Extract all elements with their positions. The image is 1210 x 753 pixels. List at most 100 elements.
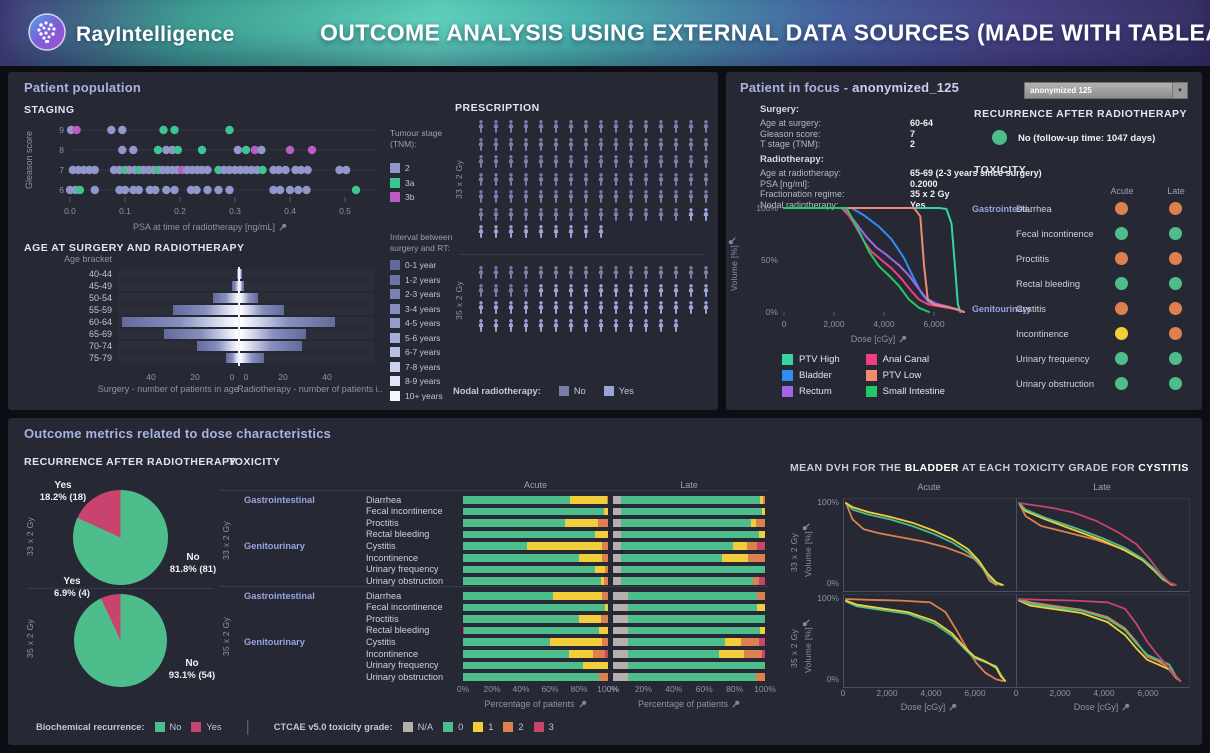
legend-item[interactable]: 7-8 years (390, 361, 454, 372)
scatter-point[interactable] (335, 165, 344, 175)
acute-bar[interactable] (463, 519, 608, 527)
person-icon[interactable] (537, 283, 545, 297)
person-icon[interactable] (702, 266, 710, 279)
bar-segment-g0[interactable] (463, 615, 579, 623)
person-icon[interactable] (657, 283, 665, 297)
scatter-point[interactable] (214, 185, 223, 195)
late-bar[interactable] (613, 542, 765, 550)
surgery-bar[interactable] (232, 281, 239, 291)
person-icon[interactable] (507, 137, 515, 151)
scatter-point[interactable] (281, 165, 290, 175)
bar-segment-g2[interactable] (602, 592, 608, 600)
person-icon[interactable] (522, 155, 530, 168)
bar-segment-g2[interactable] (748, 554, 765, 562)
person-icon[interactable] (597, 207, 605, 221)
person-icon[interactable] (567, 225, 575, 238)
bar-segment-g2[interactable] (602, 638, 608, 646)
person-icon[interactable] (552, 155, 560, 168)
scatter-point[interactable] (233, 145, 242, 155)
person-icon[interactable] (552, 172, 560, 186)
bar-segment-g1[interactable] (579, 554, 603, 562)
grade-g1-curve[interactable] (1018, 502, 1175, 586)
acute-grade-dot[interactable] (1115, 302, 1128, 315)
radiotherapy-bar[interactable] (240, 305, 284, 315)
radiotherapy-bar[interactable] (240, 293, 258, 303)
person-icon[interactable] (672, 137, 680, 151)
person-icon[interactable] (627, 120, 635, 133)
pin-slot[interactable] (727, 237, 737, 245)
person-icon[interactable] (537, 318, 545, 332)
person-icon[interactable] (537, 137, 545, 151)
legend-item[interactable]: 2 (503, 722, 524, 732)
bar-segment-g2[interactable] (740, 638, 759, 646)
acute-bar[interactable] (463, 638, 608, 646)
acute-grade-dot[interactable] (1115, 202, 1128, 215)
bar-segment-g2[interactable] (606, 496, 608, 504)
person-icon[interactable] (522, 225, 530, 238)
acute-bar[interactable] (463, 565, 608, 574)
scatter-point[interactable] (203, 185, 212, 195)
person-icon[interactable] (537, 190, 545, 203)
legend-item[interactable]: 1 (473, 722, 493, 732)
scatter-point[interactable] (90, 165, 100, 175)
late-bar[interactable] (613, 554, 765, 562)
bar-segment-g2[interactable] (597, 519, 608, 527)
pin-slot[interactable] (949, 703, 957, 713)
pin-icon[interactable] (728, 237, 736, 245)
person-icon[interactable] (582, 301, 590, 314)
person-icon[interactable] (567, 207, 575, 221)
radiotherapy-bar[interactable] (240, 353, 265, 363)
scatter-point[interactable] (341, 165, 351, 175)
person-icon[interactable] (477, 137, 485, 151)
bar-segment-g1[interactable] (594, 530, 608, 539)
scatter-point[interactable] (90, 185, 100, 195)
person-icon[interactable] (657, 190, 665, 203)
bar-segment-g0[interactable] (463, 496, 571, 504)
grade-g2-curve[interactable] (1018, 502, 1173, 586)
legend-item[interactable]: 10+ years (390, 390, 454, 401)
person-icon[interactable] (477, 266, 485, 279)
radiotherapy-bar[interactable] (240, 329, 306, 339)
person-icon[interactable] (492, 172, 500, 186)
scatter-point[interactable] (151, 185, 160, 195)
person-icon[interactable] (477, 120, 485, 133)
scatter-point[interactable] (225, 125, 234, 135)
recurrence-pie-35x2gy[interactable] (74, 594, 167, 687)
person-icon[interactable] (657, 120, 665, 133)
surgery-bar[interactable] (236, 269, 239, 279)
recurrence-pie-33x2gy[interactable] (73, 490, 168, 585)
bar-segment-g0[interactable] (620, 530, 759, 539)
bar-segment-g1[interactable] (594, 565, 606, 574)
person-icon[interactable] (687, 266, 695, 279)
bar-segment-g1[interactable] (760, 496, 764, 504)
person-icon[interactable] (627, 190, 635, 203)
late-bar[interactable] (613, 638, 765, 646)
person-icon[interactable] (522, 318, 530, 332)
person-icon[interactable] (702, 172, 710, 186)
bar-segment-na[interactable] (613, 554, 621, 562)
person-icon[interactable] (627, 318, 635, 332)
person-icon[interactable] (477, 225, 485, 238)
person-icon[interactable] (687, 301, 695, 314)
person-icon[interactable] (477, 190, 485, 203)
person-icon[interactable] (477, 172, 485, 186)
bar-segment-g1[interactable] (552, 592, 603, 600)
person-icon[interactable] (672, 266, 680, 279)
legend-item[interactable]: Bladder (782, 370, 840, 381)
person-icon[interactable] (597, 155, 605, 168)
person-icon[interactable] (597, 283, 605, 297)
scatter-point[interactable] (159, 125, 168, 135)
bar-segment-na[interactable] (613, 603, 629, 612)
person-icon[interactable] (567, 155, 575, 168)
grade-g0-curve[interactable] (1018, 598, 1182, 682)
person-icon[interactable] (492, 207, 500, 221)
acute-grade-dot[interactable] (1115, 277, 1128, 290)
bar-segment-g0[interactable] (463, 542, 527, 550)
bar-segment-g2[interactable] (757, 592, 765, 600)
bar-segment-na[interactable] (613, 565, 621, 574)
late-bar[interactable] (613, 496, 765, 504)
person-icon[interactable] (672, 318, 680, 332)
person-icon[interactable] (507, 190, 515, 203)
person-icon[interactable] (537, 207, 545, 221)
person-icon[interactable] (582, 190, 590, 203)
